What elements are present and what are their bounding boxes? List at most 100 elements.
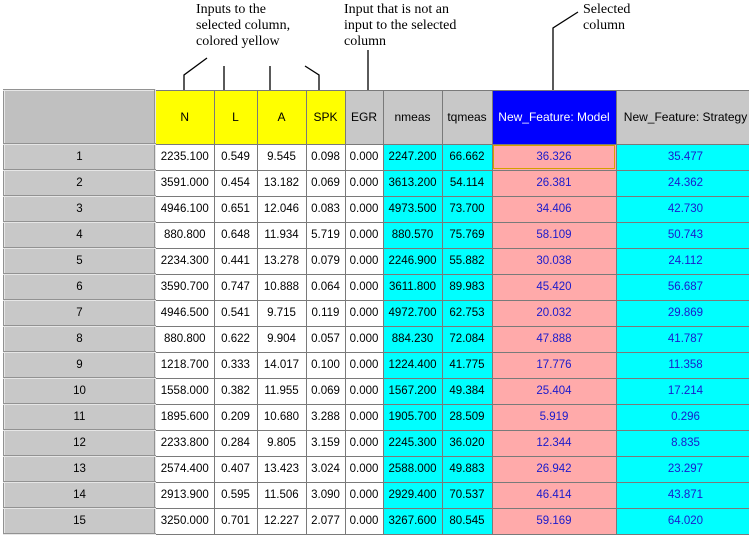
table-row[interactable]: 7 4946.500 0.541 9.715 0.119 0.000 4972.700 62.… (3, 299, 749, 327)
table-row[interactable]: 8 880.800 0.622 9.904 0.057 0.000 884.230 72.08… (3, 325, 749, 353)
cell-a[interactable]: 10.888 (256, 273, 307, 301)
row-header[interactable]: 15 (3, 507, 156, 535)
cell-n[interactable]: 3591.000 (154, 169, 215, 197)
cell-tqmeas[interactable]: 70.537 (441, 481, 493, 509)
column-header-nmeas[interactable]: nmeas (382, 89, 443, 145)
cell-spk[interactable]: 0.057 (305, 325, 346, 353)
cell-a[interactable]: 11.955 (256, 377, 307, 405)
cell-model[interactable]: 20.032 (491, 299, 617, 327)
cell-egr[interactable]: 0.000 (344, 247, 384, 275)
table-row[interactable]: 5 2234.300 0.441 13.278 0.079 0.000 2246.900 55… (3, 247, 749, 275)
row-header[interactable]: 7 (3, 299, 156, 327)
row-header[interactable]: 8 (3, 325, 156, 353)
cell-tqmeas[interactable]: 62.753 (441, 299, 493, 327)
table-row[interactable]: 3 4946.100 0.651 12.046 0.083 0.000 4973.500 73… (3, 195, 749, 223)
table-row[interactable]: 4 880.800 0.648 11.934 5.719 0.000 880.570 75.7… (3, 221, 749, 249)
cell-a[interactable]: 13.278 (256, 247, 307, 275)
cell-nmeas[interactable]: 2929.400 (382, 481, 443, 509)
table-row[interactable]: 15 3250.000 0.701 12.227 2.077 0.000 3267.600 8… (3, 507, 749, 535)
cell-strategy[interactable]: 42.730 (615, 195, 749, 223)
cell-spk[interactable]: 0.069 (305, 169, 346, 197)
table-row[interactable]: 13 2574.400 0.407 13.423 3.024 0.000 2588.000 4… (3, 455, 749, 483)
cell-n[interactable]: 2574.400 (154, 455, 215, 483)
cell-n[interactable]: 2235.100 (154, 143, 215, 171)
column-header-model[interactable]: New_Feature: Model (491, 89, 617, 145)
row-header[interactable]: 3 (3, 195, 156, 223)
row-header[interactable]: 14 (3, 481, 156, 509)
cell-model[interactable]: 45.420 (491, 273, 617, 301)
cell-l[interactable]: 0.595 (213, 481, 258, 509)
row-header[interactable]: 13 (3, 455, 156, 483)
cell-nmeas[interactable]: 880.570 (382, 221, 443, 249)
column-header-strategy[interactable]: New_Feature: Strategy (615, 89, 749, 145)
cell-a[interactable]: 9.904 (256, 325, 307, 353)
cell-l[interactable]: 0.549 (213, 143, 258, 171)
row-header[interactable]: 11 (3, 403, 156, 431)
cell-n[interactable]: 4946.100 (154, 195, 215, 223)
cell-egr[interactable]: 0.000 (344, 403, 384, 431)
cell-nmeas[interactable]: 1224.400 (382, 351, 443, 379)
cell-strategy[interactable]: 11.358 (615, 351, 749, 379)
cell-nmeas[interactable]: 3613.200 (382, 169, 443, 197)
cell-strategy[interactable]: 56.687 (615, 273, 749, 301)
cell-model[interactable]: 58.109 (491, 221, 617, 249)
cell-l[interactable]: 0.651 (213, 195, 258, 223)
cell-tqmeas[interactable]: 80.545 (441, 507, 493, 535)
cell-strategy[interactable]: 24.112 (615, 247, 749, 275)
cell-n[interactable]: 3590.700 (154, 273, 215, 301)
cell-model[interactable]: 46.414 (491, 481, 617, 509)
cell-n[interactable]: 2233.800 (154, 429, 215, 457)
cell-strategy[interactable]: 29.869 (615, 299, 749, 327)
cell-n[interactable]: 1895.600 (154, 403, 215, 431)
row-header[interactable]: 5 (3, 247, 156, 275)
column-header-a[interactable]: A (256, 89, 307, 145)
table-row[interactable]: 1 2235.100 0.549 9.545 0.098 0.000 2247.200 66.… (3, 143, 749, 171)
cell-a[interactable]: 12.227 (256, 507, 307, 535)
cell-a[interactable]: 9.715 (256, 299, 307, 327)
cell-tqmeas[interactable]: 36.020 (441, 429, 493, 457)
cell-tqmeas[interactable]: 66.662 (441, 143, 493, 171)
row-header[interactable]: 1 (3, 143, 156, 171)
cell-model[interactable]: 5.919 (491, 403, 617, 431)
cell-egr[interactable]: 0.000 (344, 455, 384, 483)
row-header[interactable]: 10 (3, 377, 156, 405)
cell-strategy[interactable]: 23.297 (615, 455, 749, 483)
cell-a[interactable]: 13.423 (256, 455, 307, 483)
cell-n[interactable]: 2234.300 (154, 247, 215, 275)
cell-strategy[interactable]: 64.020 (615, 507, 749, 535)
cell-egr[interactable]: 0.000 (344, 377, 384, 405)
cell-strategy[interactable]: 41.787 (615, 325, 749, 353)
cell-strategy[interactable]: 24.362 (615, 169, 749, 197)
cell-spk[interactable]: 3.288 (305, 403, 346, 431)
cell-spk[interactable]: 0.079 (305, 247, 346, 275)
table-row[interactable]: 9 1218.700 0.333 14.017 0.100 0.000 1224.400 41… (3, 351, 749, 379)
cell-strategy[interactable]: 43.871 (615, 481, 749, 509)
cell-egr[interactable]: 0.000 (344, 325, 384, 353)
cell-a[interactable]: 9.805 (256, 429, 307, 457)
cell-egr[interactable]: 0.000 (344, 481, 384, 509)
cell-egr[interactable]: 0.000 (344, 195, 384, 223)
cell-spk[interactable]: 3.090 (305, 481, 346, 509)
cell-spk[interactable]: 5.719 (305, 221, 346, 249)
cell-model[interactable]: 25.404 (491, 377, 617, 405)
cell-spk[interactable]: 0.083 (305, 195, 346, 223)
cell-l[interactable]: 0.407 (213, 455, 258, 483)
table-row[interactable]: 6 3590.700 0.747 10.888 0.064 0.000 3611.800 89… (3, 273, 749, 301)
cell-nmeas[interactable]: 3611.800 (382, 273, 443, 301)
cell-egr[interactable]: 0.000 (344, 351, 384, 379)
cell-a[interactable]: 9.545 (256, 143, 307, 171)
cell-egr[interactable]: 0.000 (344, 507, 384, 535)
cell-l[interactable]: 0.701 (213, 507, 258, 535)
cell-egr[interactable]: 0.000 (344, 221, 384, 249)
table-row[interactable]: 10 1558.000 0.382 11.955 0.069 0.000 1567.200 4… (3, 377, 749, 405)
cell-nmeas[interactable]: 3267.600 (382, 507, 443, 535)
column-header-tqmeas[interactable]: tqmeas (441, 89, 493, 145)
cell-a[interactable]: 11.506 (256, 481, 307, 509)
cell-tqmeas[interactable]: 49.883 (441, 455, 493, 483)
cell-a[interactable]: 13.182 (256, 169, 307, 197)
row-header[interactable]: 4 (3, 221, 156, 249)
cell-l[interactable]: 0.747 (213, 273, 258, 301)
cell-model[interactable]: 26.942 (491, 455, 617, 483)
cell-strategy[interactable]: 17.214 (615, 377, 749, 405)
row-header[interactable]: 2 (3, 169, 156, 197)
